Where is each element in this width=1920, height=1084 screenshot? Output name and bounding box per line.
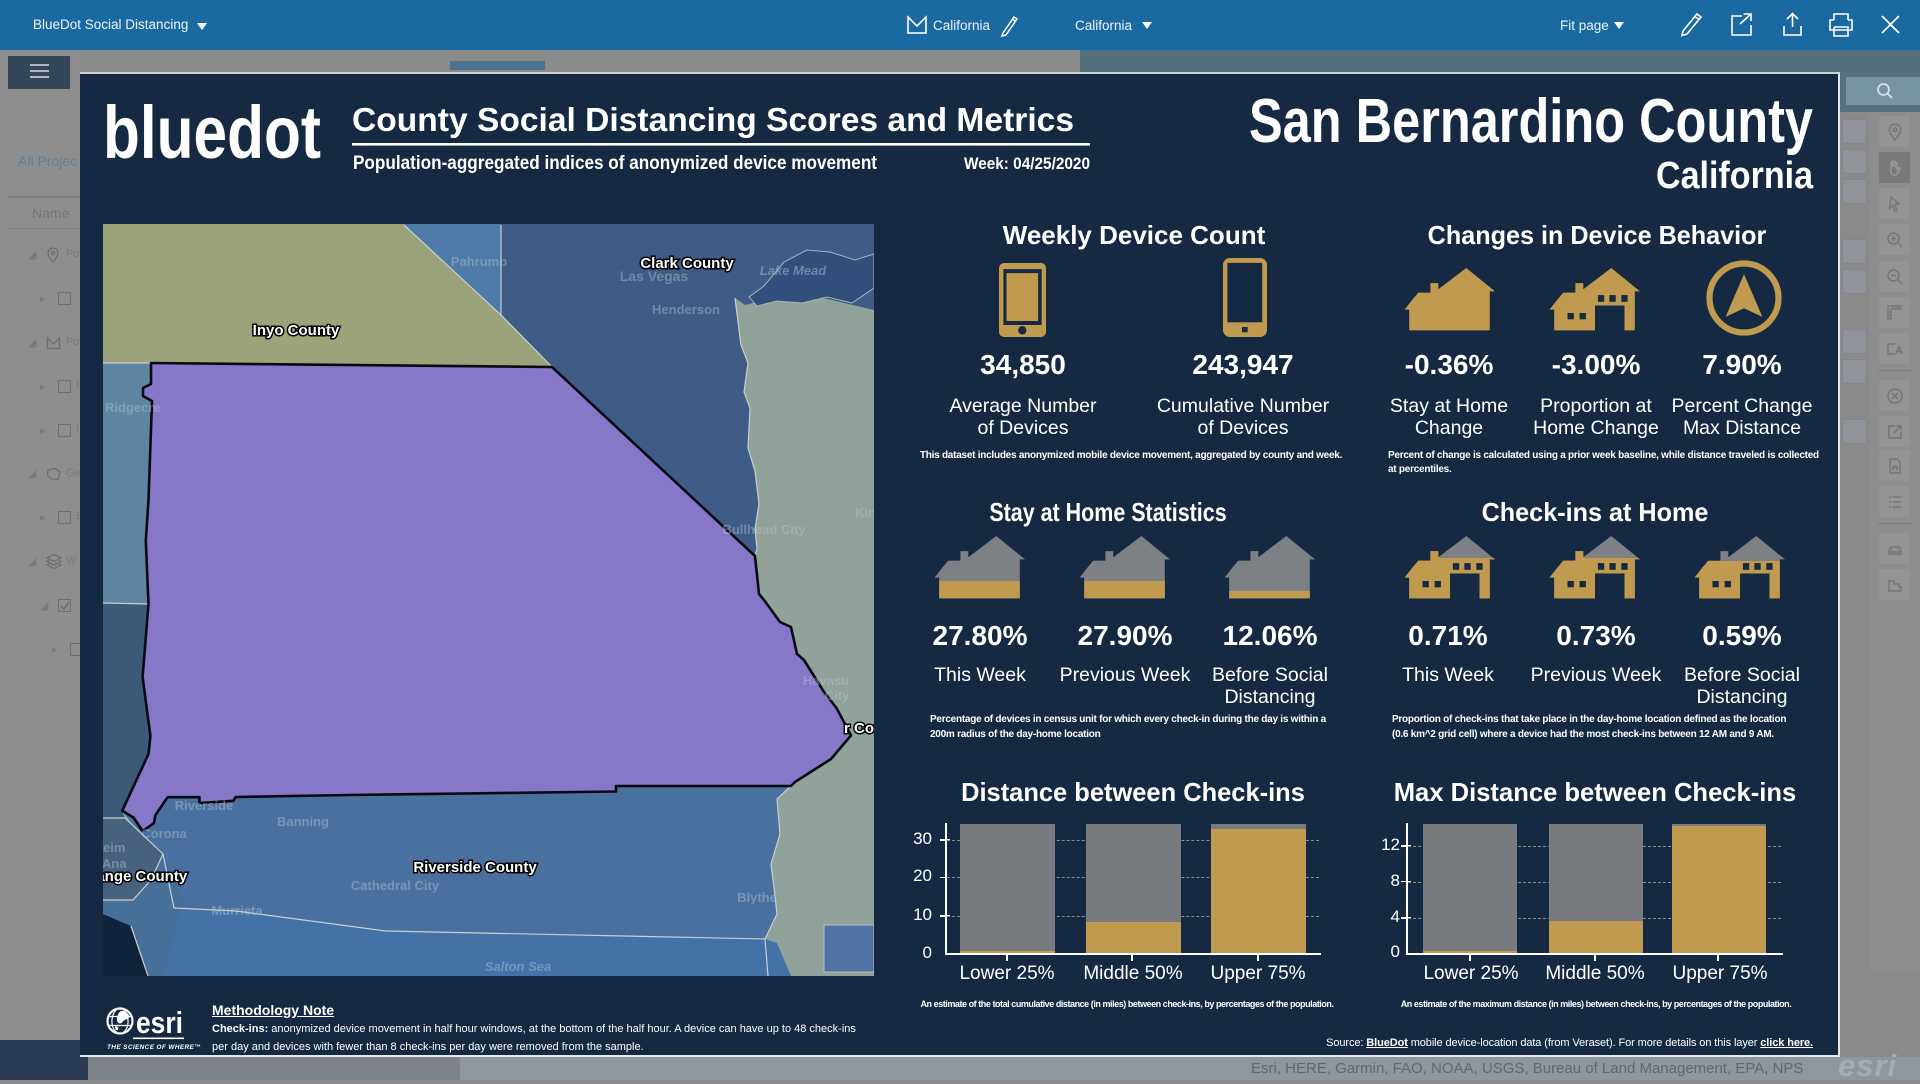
svg-text:Bullhead City: Bullhead City <box>722 522 806 537</box>
svg-text:Santa Ana: Santa Ana <box>103 856 127 871</box>
svg-text:Week: 04/25/2020: Week: 04/25/2020 <box>964 154 1090 173</box>
svg-text:Stay at Home Statistics: Stay at Home Statistics <box>989 497 1226 527</box>
svg-text:Kingm: Kingm <box>855 505 874 520</box>
svg-text:County Social Distancing Score: County Social Distancing Scores and Metr… <box>352 101 1074 138</box>
svg-text:Ridgecre: Ridgecre <box>105 400 161 415</box>
svg-text:Check-ins at Home: Check-ins at Home <box>1481 497 1708 527</box>
svg-text:Henderson: Henderson <box>652 302 720 317</box>
svg-text:Lake Mead: Lake Mead <box>760 263 828 278</box>
svg-text:Corona: Corona <box>141 826 187 841</box>
svg-text:San Bernardino County: San Bernardino County <box>1249 87 1813 156</box>
svg-text:Havasu: Havasu <box>803 673 849 688</box>
svg-text:Max Distance between Check-ins: Max Distance between Check-ins <box>1393 777 1796 807</box>
svg-text:Blythe: Blythe <box>737 890 777 905</box>
svg-text:esri: esri <box>136 1005 183 1040</box>
svg-text:Inyo County: Inyo County <box>253 322 340 339</box>
svg-text:Orange County: Orange County <box>103 868 188 885</box>
svg-text:THE SCIENCE OF WHERE™: THE SCIENCE OF WHERE™ <box>107 1044 201 1051</box>
svg-text:Riverside: Riverside <box>175 798 234 813</box>
svg-text:r County: r County <box>844 720 874 737</box>
svg-text:Clark County: Clark County <box>640 255 734 272</box>
svg-text:Population-aggregated indices: Population-aggregated indices of anonymi… <box>353 153 878 174</box>
svg-text:bluedot: bluedot <box>103 94 321 172</box>
svg-text:Salton Sea: Salton Sea <box>485 959 551 974</box>
svg-text:Cathedral City: Cathedral City <box>351 878 440 893</box>
svg-text:Pahrump: Pahrump <box>451 254 507 269</box>
svg-text:California: California <box>1656 155 1814 197</box>
svg-text:Changes in Device Behavior: Changes in Device Behavior <box>1428 220 1767 250</box>
svg-text:City: City <box>825 688 850 703</box>
svg-text:Banning: Banning <box>277 814 329 829</box>
svg-text:Murrieta: Murrieta <box>211 903 263 918</box>
svg-text:Anaheim: Anaheim <box>103 840 125 855</box>
svg-text:Weekly Device Count: Weekly Device Count <box>1003 220 1266 250</box>
svg-text:Riverside County: Riverside County <box>413 859 537 876</box>
svg-text:Las Vegas: Las Vegas <box>620 268 689 284</box>
svg-text:Distance between Check-ins: Distance between Check-ins <box>961 777 1305 807</box>
